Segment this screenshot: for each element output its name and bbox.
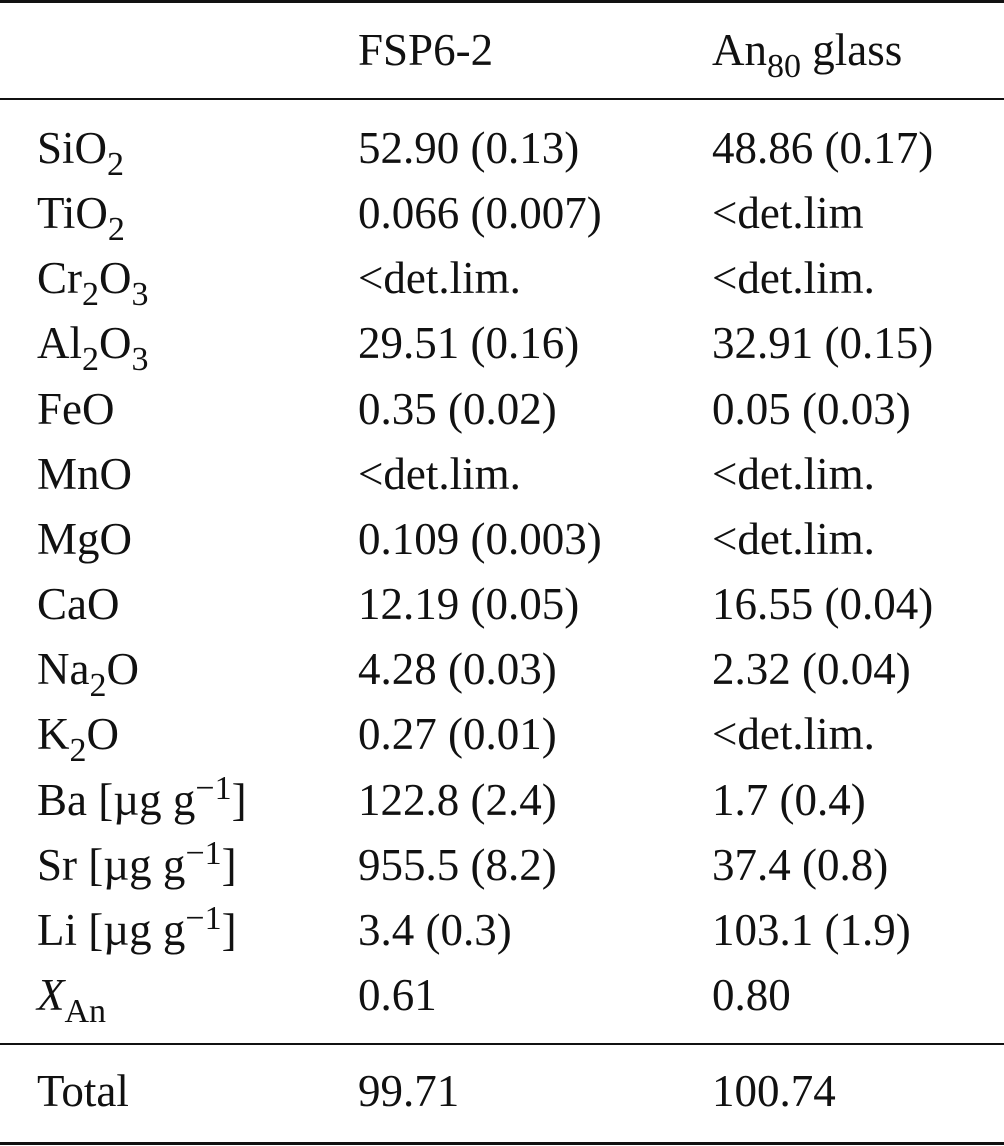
row-label: XAn <box>37 969 106 1028</box>
text-segment: O <box>99 253 132 304</box>
text-segment: Na <box>37 644 90 695</box>
text-segment: glass <box>801 25 903 75</box>
table-cell: 2.32 (0.04) <box>712 644 911 695</box>
text-segment: K <box>37 709 70 760</box>
text-segment: Li [µg g <box>37 904 186 955</box>
row-label: SiO2 <box>37 123 124 182</box>
row-label: Sr [µg g−1] <box>37 836 237 890</box>
row-label: K2O <box>37 709 120 768</box>
table-cell: 12.19 (0.05) <box>358 579 580 630</box>
text-segment: ] <box>221 839 237 890</box>
text-segment: 2 <box>82 276 99 314</box>
text-segment: Ba [µg g <box>37 774 196 825</box>
text-segment: O <box>86 709 120 760</box>
text-segment: −1 <box>185 834 222 872</box>
row-label: Li [µg g−1] <box>37 901 237 955</box>
text-segment: −1 <box>185 899 222 937</box>
table-cell: 103.1 (1.9) <box>712 904 911 955</box>
row-label: Al2O3 <box>37 318 149 377</box>
column-header: An80 glass <box>712 25 903 84</box>
table-cell: 16.55 (0.04) <box>712 579 934 630</box>
table-cell: <det.lim. <box>712 709 875 760</box>
text-segment: O <box>99 318 132 369</box>
table-cell: 52.90 (0.13) <box>358 123 580 173</box>
text-segment: ] <box>231 774 247 825</box>
text-segment: ] <box>221 904 237 955</box>
table-cell: 955.5 (8.2) <box>358 839 557 890</box>
text-segment: Sr [µg g <box>37 839 186 890</box>
row-label: CaO <box>37 579 120 630</box>
table-cell: 29.51 (0.16) <box>358 318 580 369</box>
table-cell: <det.lim. <box>712 448 875 499</box>
table-cell: 32.91 (0.15) <box>712 318 934 369</box>
text-segment: 2 <box>107 146 125 183</box>
row-label: Na2O <box>37 644 139 703</box>
text-segment: 80 <box>767 48 801 85</box>
text-segment: 3 <box>131 276 149 314</box>
text-segment: 3 <box>131 341 149 379</box>
text-segment: 2 <box>69 732 87 770</box>
text-segment: O <box>106 644 139 695</box>
table-cell: 99.71 <box>358 1066 460 1116</box>
text-segment: 2 <box>107 211 125 249</box>
table-cell: 4.28 (0.03) <box>358 644 557 695</box>
row-label: Ba [µg g−1] <box>37 771 247 825</box>
bottom-rule <box>0 1142 1004 1145</box>
total-rule <box>0 1043 1004 1045</box>
table-cell: 48.86 (0.17) <box>712 123 934 173</box>
table-cell: <det.lim. <box>712 513 875 564</box>
table-cell: 0.066 (0.007) <box>358 188 602 239</box>
row-label: FeO <box>37 383 115 434</box>
table-cell: <det.lim <box>712 188 864 239</box>
text-segment: 2 <box>89 667 107 705</box>
row-label: Total <box>37 1066 129 1116</box>
table-cell: <det.lim. <box>712 253 875 304</box>
table-cell: 0.05 (0.03) <box>712 383 911 434</box>
table-cell: 0.35 (0.02) <box>358 383 557 434</box>
text-segment: X <box>37 969 65 1020</box>
row-label: TiO2 <box>37 188 125 247</box>
table-cell: 37.4 (0.8) <box>712 839 889 890</box>
table-cell: 0.27 (0.01) <box>358 709 557 760</box>
text-segment: An <box>712 25 767 75</box>
table-cell: 0.80 <box>712 969 791 1020</box>
table-cell: <det.lim. <box>358 448 521 499</box>
text-segment: Cr <box>37 253 82 304</box>
table-cell: 122.8 (2.4) <box>358 774 557 825</box>
row-label: MnO <box>37 448 133 499</box>
text-segment: Al <box>37 318 82 369</box>
table-cell: 3.4 (0.3) <box>358 904 512 955</box>
table-cell: 0.109 (0.003) <box>358 513 602 564</box>
top-rule <box>0 0 1004 3</box>
table-cell: 100.74 <box>712 1066 836 1116</box>
table-cell: 1.7 (0.4) <box>712 774 866 825</box>
text-segment: An <box>64 992 107 1030</box>
column-header: FSP6-2 <box>358 25 494 75</box>
table-cell: 0.61 <box>358 969 437 1020</box>
text-segment: SiO <box>37 123 108 173</box>
row-label: MgO <box>37 513 133 564</box>
text-segment: TiO <box>37 188 108 239</box>
table-cell: <det.lim. <box>358 253 521 304</box>
header-rule <box>0 98 1004 100</box>
row-label: Cr2O3 <box>37 253 149 312</box>
text-segment: −1 <box>195 769 232 807</box>
text-segment: 2 <box>82 341 99 379</box>
